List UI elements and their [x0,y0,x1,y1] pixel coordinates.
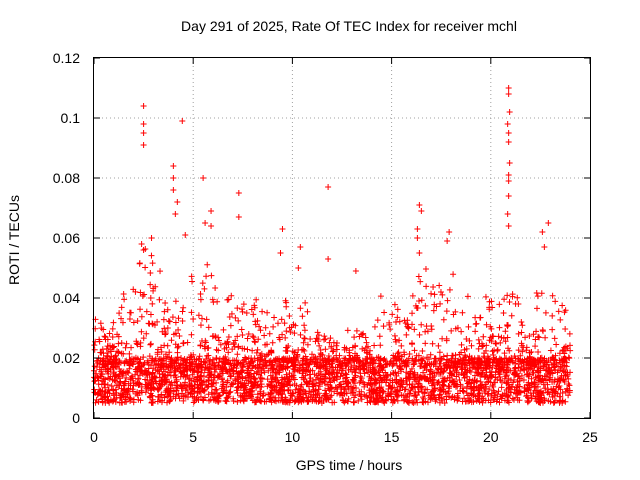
tick-labels: 0 5 10 15 20 25 0 0.02 0.04 0.06 0.08 0.1 0.12 [53,50,598,445]
y-tick-label: 0.12 [53,50,80,66]
y-tick-label: 0 [72,410,80,426]
axis-ticks [93,57,591,419]
x-tick-label: 15 [384,429,400,445]
x-tick-label: 20 [483,429,499,445]
y-tick-label: 0.04 [53,290,80,306]
y-tick-label: 0.1 [61,110,81,126]
plot-frame [93,57,591,419]
x-tick-label: 5 [189,429,197,445]
y-tick-label: 0.06 [53,230,80,246]
x-axis-label: GPS time / hours [296,457,403,473]
y-axis-label: ROTI / TECUs [6,195,22,285]
x-tick-label: 25 [582,429,598,445]
chart-title: Day 291 of 2025, Rate Of TEC Index for r… [181,18,517,34]
y-tick-label: 0.02 [53,350,80,366]
roti-series-markers [91,85,574,406]
y-tick-label: 0.08 [53,170,80,186]
data-points [91,85,574,406]
x-tick-label: 0 [90,429,98,445]
x-tick-label: 10 [285,429,301,445]
